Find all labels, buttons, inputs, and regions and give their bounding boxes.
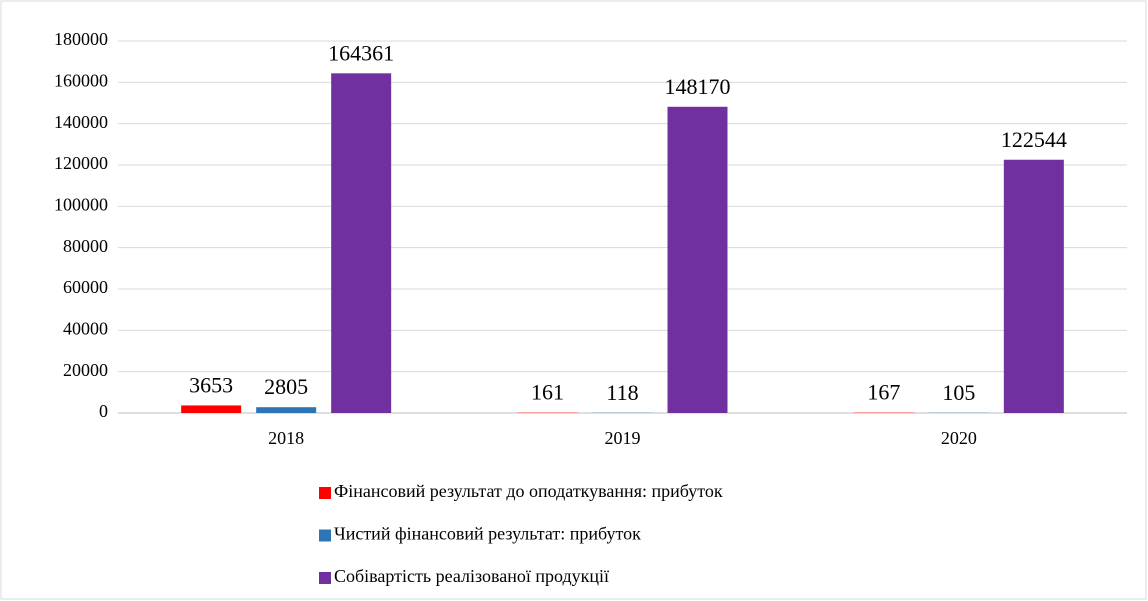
legend-swatch: [319, 529, 331, 542]
y-tick-label: 140000: [54, 112, 108, 132]
legend-label: Собівартість реалізованої продукції: [334, 566, 609, 586]
y-tick-label: 100000: [54, 194, 108, 214]
legend-swatch: [319, 572, 331, 584]
y-tick-label: 120000: [54, 153, 108, 173]
data-label: 2805: [264, 374, 308, 399]
x-tick-label: 2020: [941, 428, 977, 448]
legend-label: Чистий фінансовий результат: прибуток: [334, 524, 641, 544]
data-label: 164361: [328, 40, 394, 65]
bar: [331, 73, 392, 413]
legend-label: Фінансовий результат до оподаткування: п…: [334, 481, 723, 501]
data-label: 161: [531, 380, 564, 405]
y-tick-label: 0: [99, 401, 108, 421]
bar: [256, 407, 317, 413]
y-tick-label: 180000: [54, 29, 108, 49]
bar: [1003, 159, 1064, 413]
legend-swatch: [319, 487, 331, 499]
y-tick-label: 40000: [63, 318, 108, 338]
x-tick-label: 2019: [605, 428, 641, 448]
data-label: 105: [942, 380, 975, 405]
data-label: 122544: [1001, 127, 1067, 152]
bar: [667, 106, 728, 414]
data-label: 148170: [665, 74, 731, 99]
y-tick-label: 160000: [54, 70, 108, 90]
data-label: 118: [606, 380, 638, 405]
data-label: 3653: [189, 372, 233, 397]
y-tick-label: 20000: [63, 360, 108, 380]
data-label: 167: [867, 380, 900, 405]
y-tick-label: 60000: [63, 277, 108, 297]
x-tick-label: 2018: [268, 428, 304, 448]
bar: [181, 405, 242, 413]
y-tick-label: 80000: [63, 236, 108, 256]
